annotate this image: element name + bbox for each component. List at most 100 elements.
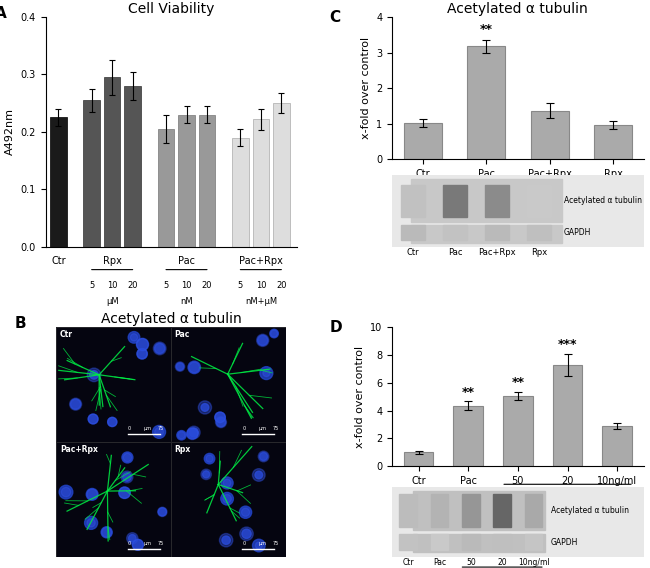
Bar <box>443 225 467 240</box>
Text: Ctr: Ctr <box>60 331 73 340</box>
Circle shape <box>124 453 132 462</box>
Bar <box>552 365 582 466</box>
Title: Acetylated α tubulin: Acetylated α tubulin <box>101 312 242 326</box>
Circle shape <box>201 404 209 411</box>
Circle shape <box>240 527 254 541</box>
Text: 0: 0 <box>127 427 131 431</box>
Text: Ctr: Ctr <box>51 256 66 266</box>
Text: GAPDH: GAPDH <box>564 228 592 237</box>
Circle shape <box>108 417 117 427</box>
Bar <box>402 185 425 217</box>
Circle shape <box>119 487 130 498</box>
Bar <box>124 86 141 247</box>
Circle shape <box>257 335 268 345</box>
Circle shape <box>216 417 226 427</box>
Circle shape <box>88 414 98 424</box>
Circle shape <box>87 489 98 500</box>
Circle shape <box>71 399 81 409</box>
Text: 10ng/ml: 10ng/ml <box>518 558 549 567</box>
Bar <box>402 225 425 240</box>
Circle shape <box>121 471 133 483</box>
Bar <box>485 185 509 217</box>
Text: 75: 75 <box>157 541 164 546</box>
Circle shape <box>206 455 213 462</box>
Circle shape <box>257 334 269 346</box>
Text: **: ** <box>462 386 474 399</box>
Circle shape <box>122 452 133 463</box>
Circle shape <box>255 471 263 479</box>
Text: Acetylated α tubulin: Acetylated α tubulin <box>564 196 642 205</box>
Circle shape <box>223 495 231 503</box>
Text: Pac+Rpx: Pac+Rpx <box>60 445 98 454</box>
Bar <box>399 494 417 528</box>
Circle shape <box>128 332 140 343</box>
Bar <box>399 534 417 550</box>
Text: μM: μM <box>106 297 118 306</box>
Circle shape <box>203 471 210 478</box>
Circle shape <box>221 477 233 489</box>
Bar <box>527 225 551 240</box>
Text: 5: 5 <box>163 281 168 290</box>
Text: GAPDH: GAPDH <box>551 537 578 546</box>
Circle shape <box>88 414 98 424</box>
Text: 0: 0 <box>127 541 131 546</box>
Text: nM+μM: nM+μM <box>245 297 277 306</box>
Text: nM: nM <box>180 297 193 306</box>
Bar <box>411 179 562 222</box>
Circle shape <box>136 339 148 350</box>
Circle shape <box>242 529 251 538</box>
Circle shape <box>221 492 233 505</box>
Bar <box>83 101 100 247</box>
Bar <box>525 494 542 528</box>
Text: 5: 5 <box>89 281 94 290</box>
Circle shape <box>102 528 112 537</box>
Circle shape <box>90 370 98 379</box>
Text: 10: 10 <box>255 281 266 290</box>
Text: C: C <box>330 10 341 25</box>
Bar <box>104 77 120 247</box>
Text: Rpx: Rpx <box>530 248 547 257</box>
Text: 75: 75 <box>272 541 278 546</box>
Text: μm: μm <box>259 541 266 546</box>
Circle shape <box>87 519 96 527</box>
Bar <box>462 534 480 550</box>
Bar <box>430 494 448 528</box>
Text: μm: μm <box>259 427 266 431</box>
Text: GRO/KC: GRO/KC <box>549 492 586 503</box>
Bar <box>273 103 290 247</box>
Circle shape <box>187 428 198 439</box>
Circle shape <box>176 363 184 370</box>
Circle shape <box>241 508 250 516</box>
Bar <box>530 111 569 160</box>
Bar <box>430 534 448 550</box>
Circle shape <box>133 540 143 550</box>
Circle shape <box>214 412 226 423</box>
Bar <box>50 118 67 247</box>
Bar <box>527 185 551 217</box>
Circle shape <box>70 398 82 410</box>
Text: B: B <box>15 316 27 331</box>
Circle shape <box>158 507 167 516</box>
Circle shape <box>129 534 136 542</box>
Bar <box>411 225 562 243</box>
Bar <box>57 442 171 557</box>
Circle shape <box>155 428 164 436</box>
Bar <box>493 534 511 550</box>
Bar <box>404 452 434 466</box>
Circle shape <box>153 342 166 355</box>
Circle shape <box>87 368 101 382</box>
Text: ***: *** <box>558 338 577 351</box>
Circle shape <box>224 479 231 487</box>
Circle shape <box>204 453 214 464</box>
Bar <box>57 327 171 442</box>
Circle shape <box>188 426 200 438</box>
Text: 20: 20 <box>497 558 507 567</box>
Circle shape <box>86 488 98 500</box>
Text: 0: 0 <box>242 541 246 546</box>
Bar <box>453 406 483 466</box>
Bar <box>603 426 632 466</box>
Text: 10: 10 <box>107 281 118 290</box>
Text: 20: 20 <box>202 281 213 290</box>
Circle shape <box>84 516 98 529</box>
Bar <box>413 491 545 530</box>
